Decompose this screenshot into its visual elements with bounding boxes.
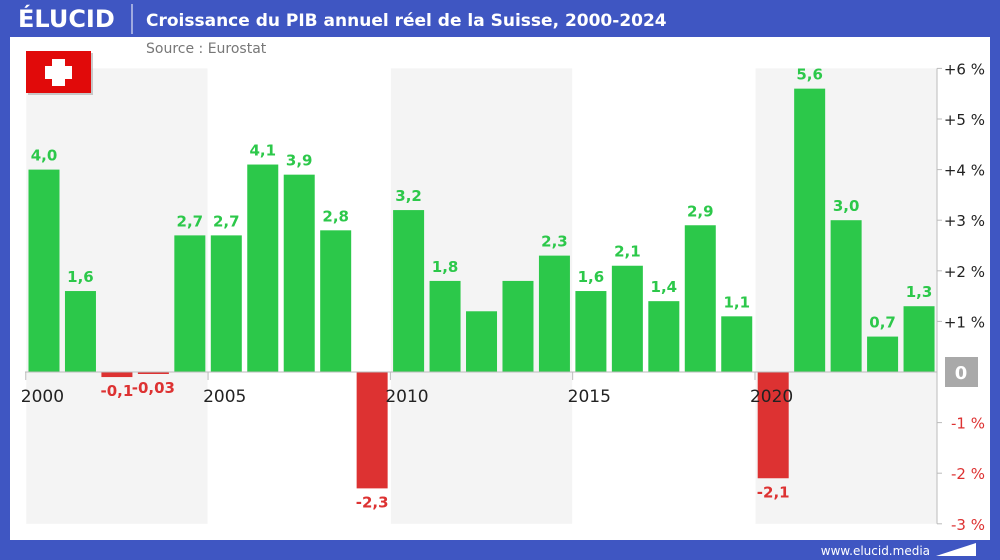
data-label-2003: -0,03 [132, 379, 175, 397]
y-tick-label: -3 % [951, 516, 985, 534]
data-label-2010: 3,2 [395, 187, 422, 205]
data-label-2008: 2,8 [322, 207, 349, 225]
data-label-2015: 1,6 [578, 268, 605, 286]
data-label-2019: 1,1 [723, 293, 750, 311]
data-label-2014: 2,3 [541, 233, 568, 251]
y-tick-label: +2 % [944, 263, 985, 281]
bar-2018 [684, 225, 716, 372]
bar-2005 [210, 235, 242, 372]
bar-2020 [757, 372, 789, 479]
bar-2017 [648, 301, 680, 372]
chart-title: Croissance du PIB annuel réel de la Suis… [146, 11, 667, 31]
elucid-arrow-icon [936, 543, 976, 556]
bar-2008 [320, 230, 352, 372]
data-label-2016: 2,1 [614, 243, 641, 261]
bar-2002 [101, 372, 133, 378]
data-label-2022: 3,0 [833, 197, 860, 215]
y-tick-label: +6 % [944, 60, 985, 78]
bar-2016 [611, 265, 643, 372]
bar-2023 [867, 336, 899, 372]
footer-url[interactable]: www.elucid.media [821, 544, 930, 558]
data-label-2024: 1,3 [906, 283, 933, 301]
bar-2003 [137, 372, 169, 374]
data-label-2009: -2,3 [356, 493, 389, 511]
bar-2007 [283, 174, 315, 372]
data-label-2023: 0,7 [869, 314, 896, 332]
x-tick-label-2005: 2005 [203, 387, 246, 407]
footer-bar [0, 540, 1000, 560]
data-label-2006: 4,1 [249, 142, 276, 160]
y-tick-label: -1 % [951, 415, 985, 433]
data-label-2020: -2,1 [757, 483, 790, 501]
y-tick-label: -2 % [951, 465, 985, 483]
bar-2019 [721, 316, 753, 372]
y-tick-label: +1 % [944, 313, 985, 331]
bar-2006 [247, 164, 279, 372]
bar-2001 [64, 291, 96, 372]
bar-2014 [538, 255, 570, 372]
bar-2022 [830, 220, 862, 372]
bar-2015 [575, 291, 607, 372]
data-label-2004: 2,7 [177, 212, 204, 230]
bar-2004 [174, 235, 206, 372]
y-tick-label: +4 % [944, 162, 985, 180]
bar-2011 [429, 280, 461, 372]
data-label-2007: 3,9 [286, 152, 313, 170]
data-label-2002: -0,1 [101, 382, 134, 400]
data-label-2001: 1,6 [67, 268, 94, 286]
data-label-2018: 2,9 [687, 202, 714, 220]
x-tick-label-2000: 2000 [21, 387, 64, 407]
bar-2010 [393, 210, 425, 372]
data-label-2000: 4,0 [31, 147, 58, 165]
bar-2021 [794, 88, 826, 372]
swiss-flag-icon [26, 51, 93, 95]
elucid-logo: ÉLUCID [18, 4, 115, 33]
x-tick-label-2020: 2020 [750, 387, 793, 407]
bar-2000 [28, 169, 60, 372]
y-tick-label-0: 0 [955, 363, 968, 384]
bar-2009 [356, 372, 388, 489]
bar-2012 [466, 311, 498, 372]
data-label-2005: 2,7 [213, 212, 240, 230]
bar-2013 [502, 280, 534, 372]
x-tick-label-2015: 2015 [568, 387, 611, 407]
data-label-2017: 1,4 [651, 278, 678, 296]
y-tick-label: +5 % [944, 111, 985, 129]
data-label-2011: 1,8 [432, 258, 459, 276]
data-label-2021: 5,6 [796, 66, 823, 84]
y-tick-label: +3 % [944, 212, 985, 230]
x-tick-label-2010: 2010 [385, 387, 428, 407]
chart-source: Source : Eurostat [146, 41, 267, 57]
zero-badge [945, 357, 978, 387]
bar-2024 [903, 306, 935, 372]
